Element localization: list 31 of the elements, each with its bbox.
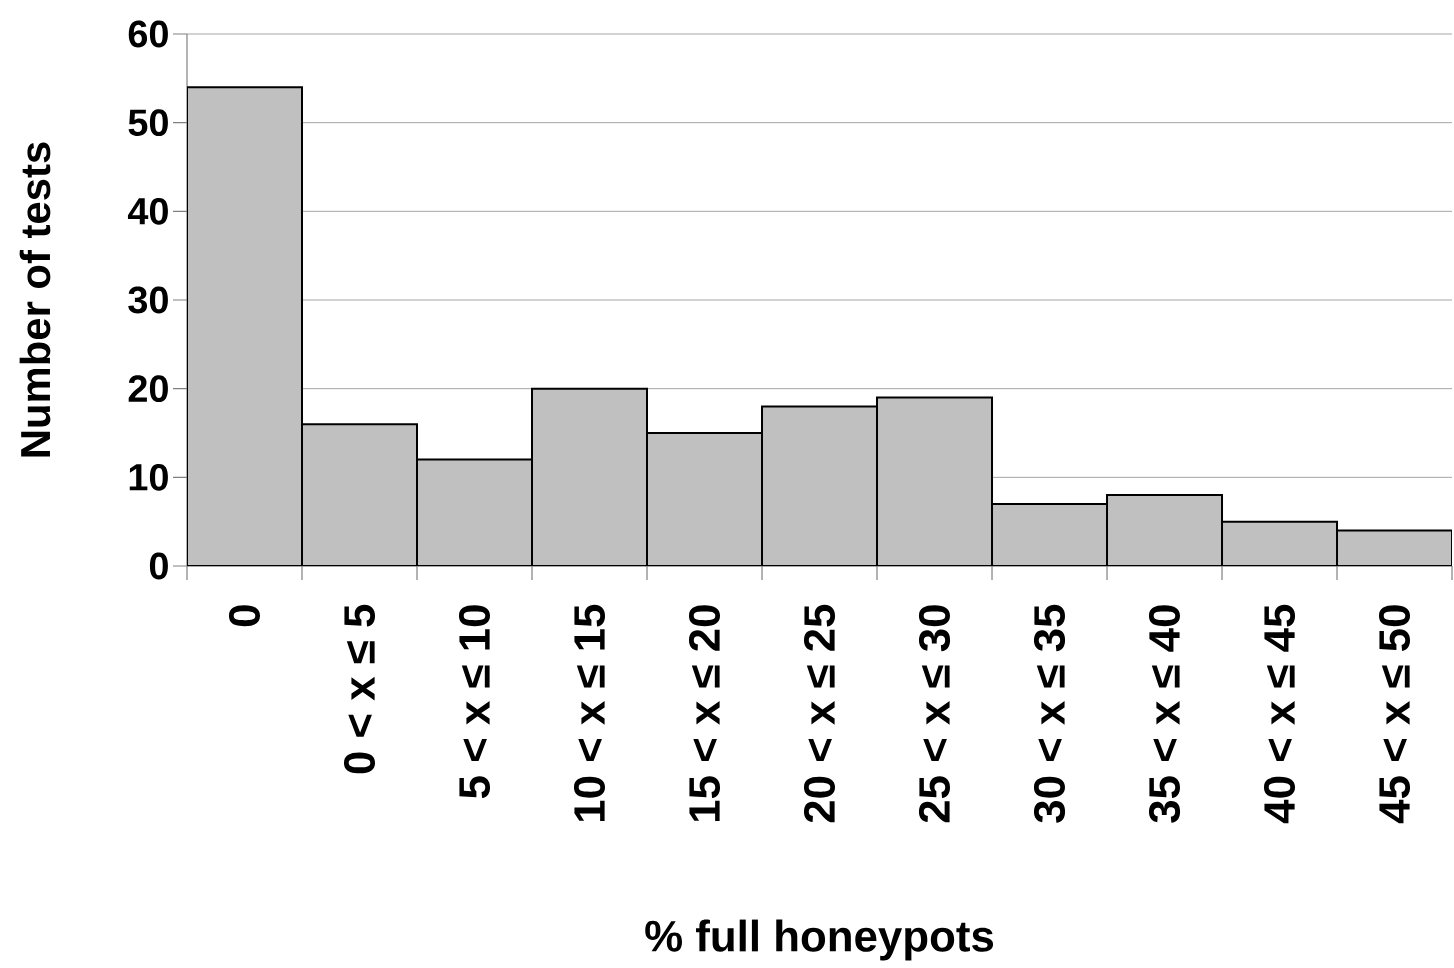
bar <box>761 405 879 566</box>
y-tick-label: 40 <box>127 197 168 225</box>
x-tick-label: 0 <box>228 605 261 627</box>
bar <box>416 458 533 566</box>
y-tick-label: 20 <box>128 375 168 403</box>
bar <box>1221 520 1339 566</box>
x-tick-label: 30 < x ≤ 35 <box>1033 604 1066 823</box>
y-tick-label: 0 <box>149 552 168 580</box>
y-tick-label: 50 <box>128 109 168 137</box>
bar <box>876 396 994 566</box>
bar <box>1336 529 1453 566</box>
bar <box>991 502 1109 566</box>
x-tick-label: 25 < x ≤ 30 <box>918 605 951 823</box>
x-tick-label: 15 < x ≤ 20 <box>688 605 721 822</box>
x-axis-title: % full honeypots <box>645 919 994 961</box>
y-tick-label: 10 <box>129 463 168 491</box>
x-tick-label: 5 < x ≤ 10 <box>458 605 491 799</box>
bar <box>1106 494 1224 566</box>
x-tick-label: 45 < x ≤ 50 <box>1379 605 1411 824</box>
bar <box>187 86 303 566</box>
x-tick-label: 20 < x ≤ 25 <box>803 604 836 823</box>
bar <box>646 432 764 566</box>
bar <box>301 423 418 566</box>
y-tick-label: 30 <box>128 286 168 314</box>
bar <box>531 387 648 566</box>
x-tick-label: 0 < x ≤ 5 <box>343 604 376 774</box>
x-tick-label: 35 < x ≤ 40 <box>1148 605 1181 823</box>
y-axis-title: Number of tests <box>19 142 51 457</box>
y-tick-label: 60 <box>128 20 168 48</box>
x-tick-label: 40 < x ≤ 45 <box>1263 604 1296 824</box>
x-tick-label: 10 < x ≤ 15 <box>573 604 606 822</box>
